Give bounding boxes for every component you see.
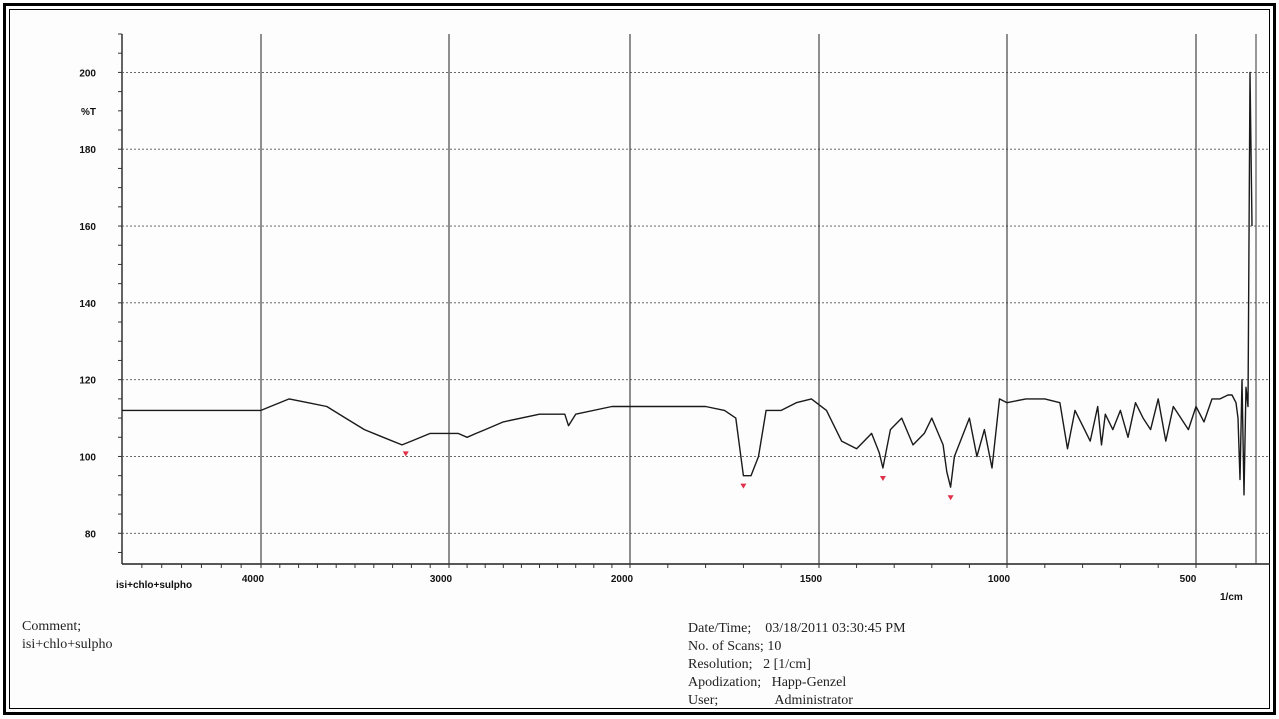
- y-tick-label: 120: [79, 376, 96, 387]
- chart-frame: 80 100 120 140 160 180 200 %T 4000 3000 2000 1500 10…: [3, 3, 1276, 715]
- sample-label: isi+chlo+sulpho: [116, 580, 193, 591]
- peak-marker: [947, 495, 954, 501]
- scans-row: No. of Scans; 10: [688, 638, 906, 656]
- resolution-value: 2 [1/cm]: [763, 657, 811, 672]
- x-axis-unit: 1/cm: [1220, 592, 1243, 603]
- comment-label: Comment;: [22, 619, 82, 634]
- y-tick-label: 160: [79, 222, 96, 233]
- resolution-row: Resolution; 2 [1/cm]: [688, 656, 906, 674]
- datetime-row: Date/Time; 03/18/2011 03:30:45 PM: [688, 620, 906, 638]
- user-value: Administrator: [774, 693, 853, 708]
- y-tick-label: 200: [79, 68, 96, 79]
- ir-spectrum-chart: 80 100 120 140 160 180 200 %T 4000 3000 2000 1500 10…: [79, 33, 1270, 585]
- x-tick-label: 4000: [242, 574, 265, 585]
- user-label: User;: [688, 693, 719, 708]
- apodization-value: Happ-Genzel: [771, 675, 847, 690]
- comment-block: Comment; isi+chlo+sulpho: [22, 618, 112, 654]
- user-row: User; Administrator: [688, 692, 906, 710]
- peak-marker: [402, 451, 409, 457]
- x-tick-label: 1500: [800, 574, 823, 585]
- y-axis-label: %T: [81, 107, 96, 118]
- apodization-label: Apodization;: [688, 675, 762, 690]
- y-tick-label: 140: [79, 299, 96, 310]
- comment-value: isi+chlo+sulpho: [22, 637, 113, 652]
- y-tick-label: 80: [85, 529, 97, 540]
- x-tick-label: 2000: [611, 574, 634, 585]
- run-info: Date/Time; 03/18/2011 03:30:45 PM No. of…: [688, 620, 906, 710]
- scans-label: No. of Scans;: [688, 639, 764, 654]
- peak-marker: [740, 483, 747, 489]
- datetime-label: Date/Time;: [688, 621, 752, 636]
- x-tick-label: 500: [1180, 574, 1197, 585]
- peak-marker: [879, 475, 886, 481]
- x-tick-label: 3000: [430, 574, 453, 585]
- y-tick-label: 100: [79, 452, 96, 463]
- datetime-value: 03/18/2011 03:30:45 PM: [765, 621, 906, 636]
- x-tick-label: 1000: [988, 574, 1011, 585]
- spectrum-trace: [122, 71, 1253, 496]
- resolution-label: Resolution;: [688, 657, 753, 672]
- scans-value: 10: [767, 639, 782, 654]
- apodization-row: Apodization; Happ-Genzel: [688, 674, 906, 692]
- y-tick-label: 180: [79, 145, 96, 156]
